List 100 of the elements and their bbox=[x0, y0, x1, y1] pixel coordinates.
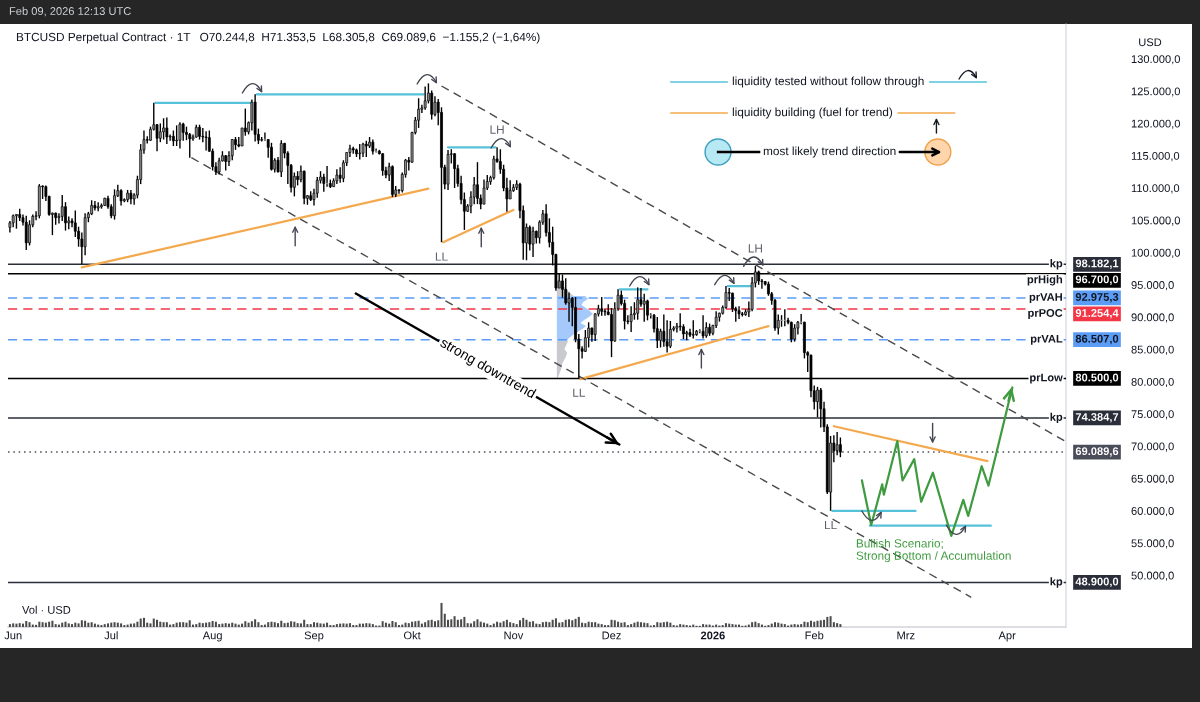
bar bbox=[568, 619, 571, 627]
candlestick bbox=[659, 328, 662, 349]
candlestick bbox=[423, 85, 427, 111]
bar bbox=[554, 618, 557, 627]
bar bbox=[479, 621, 482, 627]
bar bbox=[152, 618, 155, 627]
bar bbox=[211, 620, 214, 627]
ref-line-label: 69.089,6 bbox=[1075, 447, 1119, 457]
candlestick bbox=[610, 307, 613, 358]
annotation: LL bbox=[435, 252, 448, 261]
candlestick bbox=[15, 213, 18, 230]
bar bbox=[368, 623, 371, 627]
candlestick bbox=[60, 194, 64, 222]
bar bbox=[277, 623, 280, 627]
bar bbox=[610, 619, 613, 627]
bar bbox=[541, 622, 544, 627]
bar bbox=[528, 621, 531, 627]
bar bbox=[8, 624, 11, 627]
bar bbox=[270, 621, 273, 627]
x-tick-label: 2026 bbox=[700, 631, 725, 640]
candlestick bbox=[175, 124, 179, 147]
bar bbox=[427, 620, 430, 627]
x-tick-label: Dez bbox=[602, 631, 621, 640]
annotation: kp bbox=[1050, 412, 1063, 424]
y-tick-label: 55.000,0 bbox=[1131, 539, 1174, 549]
bar bbox=[836, 623, 839, 627]
bar bbox=[823, 619, 826, 627]
bar bbox=[773, 622, 777, 627]
bar bbox=[430, 619, 433, 627]
bar bbox=[159, 621, 162, 627]
annotation: prLow bbox=[1030, 373, 1063, 384]
bar bbox=[574, 618, 577, 627]
bar bbox=[51, 620, 54, 627]
bar bbox=[587, 621, 590, 627]
bar bbox=[48, 621, 51, 627]
candlestick bbox=[198, 124, 201, 141]
x-tick-label: Okt bbox=[403, 631, 421, 640]
y-tick-label: 60.000,0 bbox=[1131, 507, 1174, 517]
candlestick bbox=[158, 122, 162, 143]
annotation: kp bbox=[1050, 577, 1063, 588]
bar bbox=[303, 619, 306, 627]
candlestick bbox=[391, 164, 394, 198]
bar bbox=[414, 621, 417, 627]
bar bbox=[139, 618, 142, 627]
text: Feb 09, 2026 12:13 UTC bbox=[9, 6, 131, 17]
candlestick bbox=[819, 387, 823, 429]
bar bbox=[509, 622, 512, 627]
y-tick-label: 110.000,0 bbox=[1131, 184, 1180, 194]
ref-line-label: 92.975,3 bbox=[1075, 293, 1119, 303]
bar bbox=[25, 620, 28, 627]
bar bbox=[613, 620, 616, 627]
bar bbox=[548, 622, 551, 627]
bar bbox=[639, 622, 642, 627]
y-axis-title: USD bbox=[1139, 38, 1162, 47]
bar bbox=[433, 621, 436, 627]
candlestick bbox=[355, 147, 358, 158]
bar bbox=[571, 620, 574, 627]
annotation: LL bbox=[573, 388, 585, 397]
x-tick-label: Jul bbox=[104, 631, 118, 640]
bar bbox=[312, 622, 315, 627]
legend-label: liquidity tested without follow through bbox=[732, 76, 924, 88]
bar bbox=[273, 622, 276, 627]
bar bbox=[809, 620, 812, 627]
bar bbox=[551, 619, 554, 627]
bar bbox=[476, 619, 479, 627]
bar bbox=[38, 621, 41, 627]
bar bbox=[440, 602, 443, 627]
candlestick bbox=[476, 161, 479, 205]
bar bbox=[518, 620, 521, 627]
candlestick bbox=[567, 291, 571, 323]
ref-line-label: 91.254,4 bbox=[1075, 309, 1119, 319]
bar bbox=[456, 619, 459, 627]
candlestick bbox=[165, 116, 169, 145]
annotation: prVAH bbox=[1029, 293, 1062, 304]
bar bbox=[280, 620, 283, 627]
bar bbox=[803, 621, 806, 627]
annotation: prVAL bbox=[1030, 334, 1063, 345]
candlestick bbox=[171, 129, 175, 147]
bar bbox=[35, 624, 38, 627]
annotation: LL bbox=[824, 521, 837, 530]
bar bbox=[424, 622, 427, 627]
x-tick-label: Jun bbox=[4, 631, 22, 640]
x-tick-label: Feb bbox=[805, 631, 824, 640]
chart-title: Vol · USD bbox=[22, 605, 71, 614]
bar bbox=[156, 619, 159, 627]
ref-line-label: 98.182,1 bbox=[1075, 259, 1119, 269]
ref-line-label: 86.507,0 bbox=[1075, 334, 1119, 345]
candlestick bbox=[93, 200, 97, 212]
candlestick bbox=[629, 305, 633, 333]
y-tick-label: 75.000,0 bbox=[1131, 410, 1174, 420]
bar bbox=[214, 621, 217, 627]
candlestick bbox=[113, 188, 116, 221]
bar bbox=[829, 616, 832, 627]
bar bbox=[564, 619, 567, 627]
candlestick bbox=[482, 178, 486, 205]
x-tick-label: Mrz bbox=[897, 631, 915, 640]
annotation: LH bbox=[490, 125, 504, 134]
bar bbox=[290, 621, 293, 627]
candlestick bbox=[636, 286, 640, 321]
candlestick bbox=[655, 316, 659, 349]
